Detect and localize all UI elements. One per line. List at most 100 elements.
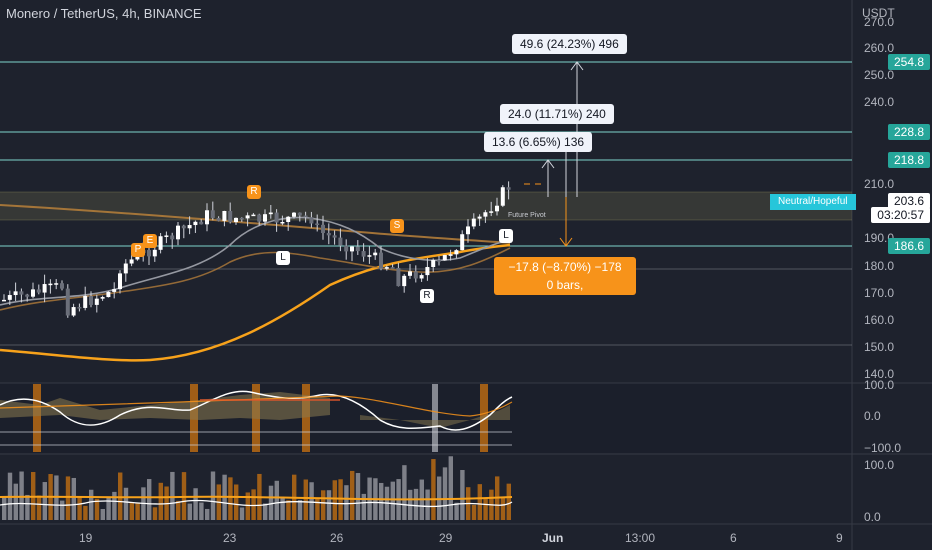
volume-bar: [176, 500, 181, 520]
marker-p[interactable]: P: [131, 243, 145, 257]
marker-l[interactable]: L: [276, 251, 290, 265]
volume-bar: [344, 485, 349, 520]
candle-body: [60, 283, 64, 289]
marker-l[interactable]: L: [499, 229, 513, 243]
volume-bar: [286, 500, 291, 520]
candle-body: [164, 235, 169, 237]
candle-body: [471, 218, 476, 227]
candle-body: [483, 212, 488, 217]
candle-body: [158, 236, 163, 250]
chart-title[interactable]: Monero / TetherUS, 4h, BINANCE: [6, 6, 202, 21]
price-tick: 240.0: [864, 95, 894, 109]
candle-body: [199, 221, 204, 225]
volume-bar: [25, 494, 30, 520]
candle-body: [147, 250, 151, 257]
candle-body: [326, 233, 331, 236]
candle-body: [442, 255, 447, 261]
measure-box-low[interactable]: 13.6 (6.65%) 136: [484, 132, 593, 152]
volume-bar: [77, 497, 82, 520]
candle-body: [210, 210, 215, 218]
volume-bar: [442, 467, 448, 520]
candle-body: [228, 210, 233, 223]
marker-r-lower[interactable]: R: [420, 289, 434, 303]
candle-body: [112, 289, 117, 292]
candle-body: [170, 235, 175, 240]
candle-body: [408, 271, 412, 276]
marker-e[interactable]: E: [143, 234, 157, 248]
volume-bar: [448, 456, 453, 520]
volume-bar: [460, 470, 465, 520]
volume-bar: [112, 491, 117, 520]
price-tag-228: 228.8: [887, 124, 930, 140]
candle-body: [263, 214, 267, 222]
volume-bar: [326, 490, 332, 520]
candle-body: [222, 210, 227, 221]
volume-bar: [106, 497, 111, 520]
candle-body: [268, 212, 273, 215]
candle-body: [466, 226, 470, 235]
candle-body: [396, 267, 401, 287]
candle-body: [181, 225, 186, 229]
volume-bar: [425, 489, 430, 520]
price-tick: 190.0: [864, 231, 894, 245]
volume-bar: [205, 508, 210, 520]
measure-box-down[interactable]: −17.8 (−8.70%) −178 0 bars,: [494, 257, 636, 295]
candle-body: [500, 187, 505, 206]
indicator1-tick: 0.0: [864, 409, 881, 423]
volume-bar: [83, 505, 88, 520]
volume-bar: [379, 482, 384, 520]
volume-bar: [135, 503, 140, 520]
candle-body: [129, 259, 134, 264]
candle-body: [390, 267, 395, 269]
candle-body: [77, 307, 82, 309]
volume-bar: [123, 487, 129, 520]
indicator1-tick: −100.0: [864, 441, 901, 455]
marker-s[interactable]: S: [390, 219, 404, 233]
volume-bar: [297, 500, 303, 520]
candle-body: [234, 217, 238, 223]
candle-body: [495, 205, 499, 212]
ma-200-line: [0, 243, 511, 362]
volume-bar: [268, 485, 274, 520]
volume-bar: [129, 503, 134, 520]
candle-body: [31, 289, 35, 297]
candle-body: [13, 291, 18, 296]
volume-bar: [274, 480, 279, 520]
volume-bar: [303, 479, 308, 520]
candle-body: [309, 217, 314, 224]
volume-bar: [65, 476, 71, 520]
indicator1-tick: 100.0: [864, 378, 894, 392]
candle-body: [321, 224, 325, 234]
measure-box-top[interactable]: 49.6 (24.23%) 496: [512, 34, 627, 54]
candle-body: [71, 307, 76, 316]
candle-body: [176, 225, 180, 240]
volume-bar: [506, 483, 511, 520]
candle-body: [251, 214, 256, 217]
volume-bar: [36, 495, 42, 520]
marker-r[interactable]: R: [247, 185, 261, 199]
time-tick: Jun: [542, 531, 563, 545]
volume-bar: [2, 496, 7, 520]
candle-body: [373, 252, 378, 256]
countdown-tag: 03:20:57: [871, 207, 930, 223]
candle-body: [425, 267, 430, 276]
measure-box-mid[interactable]: 24.0 (11.71%) 240: [500, 104, 614, 124]
time-tick: 9: [836, 531, 843, 545]
volume-bar: [361, 493, 366, 520]
price-tag-186: 186.6: [887, 238, 930, 254]
volume-bar: [471, 504, 477, 520]
candle-body: [100, 297, 105, 299]
volume-bar: [402, 465, 407, 520]
price-tick: 150.0: [864, 340, 894, 354]
candle-body: [338, 237, 343, 246]
candle-body: [25, 294, 30, 297]
volume-bar: [19, 471, 24, 520]
volume-bar: [152, 507, 158, 520]
volume-bar: [477, 484, 482, 520]
candle-body: [292, 212, 296, 217]
volume-bar: [89, 489, 94, 520]
candle-body: [361, 251, 366, 257]
price-tag-254: 254.8: [887, 54, 930, 70]
candle-body: [187, 225, 192, 229]
